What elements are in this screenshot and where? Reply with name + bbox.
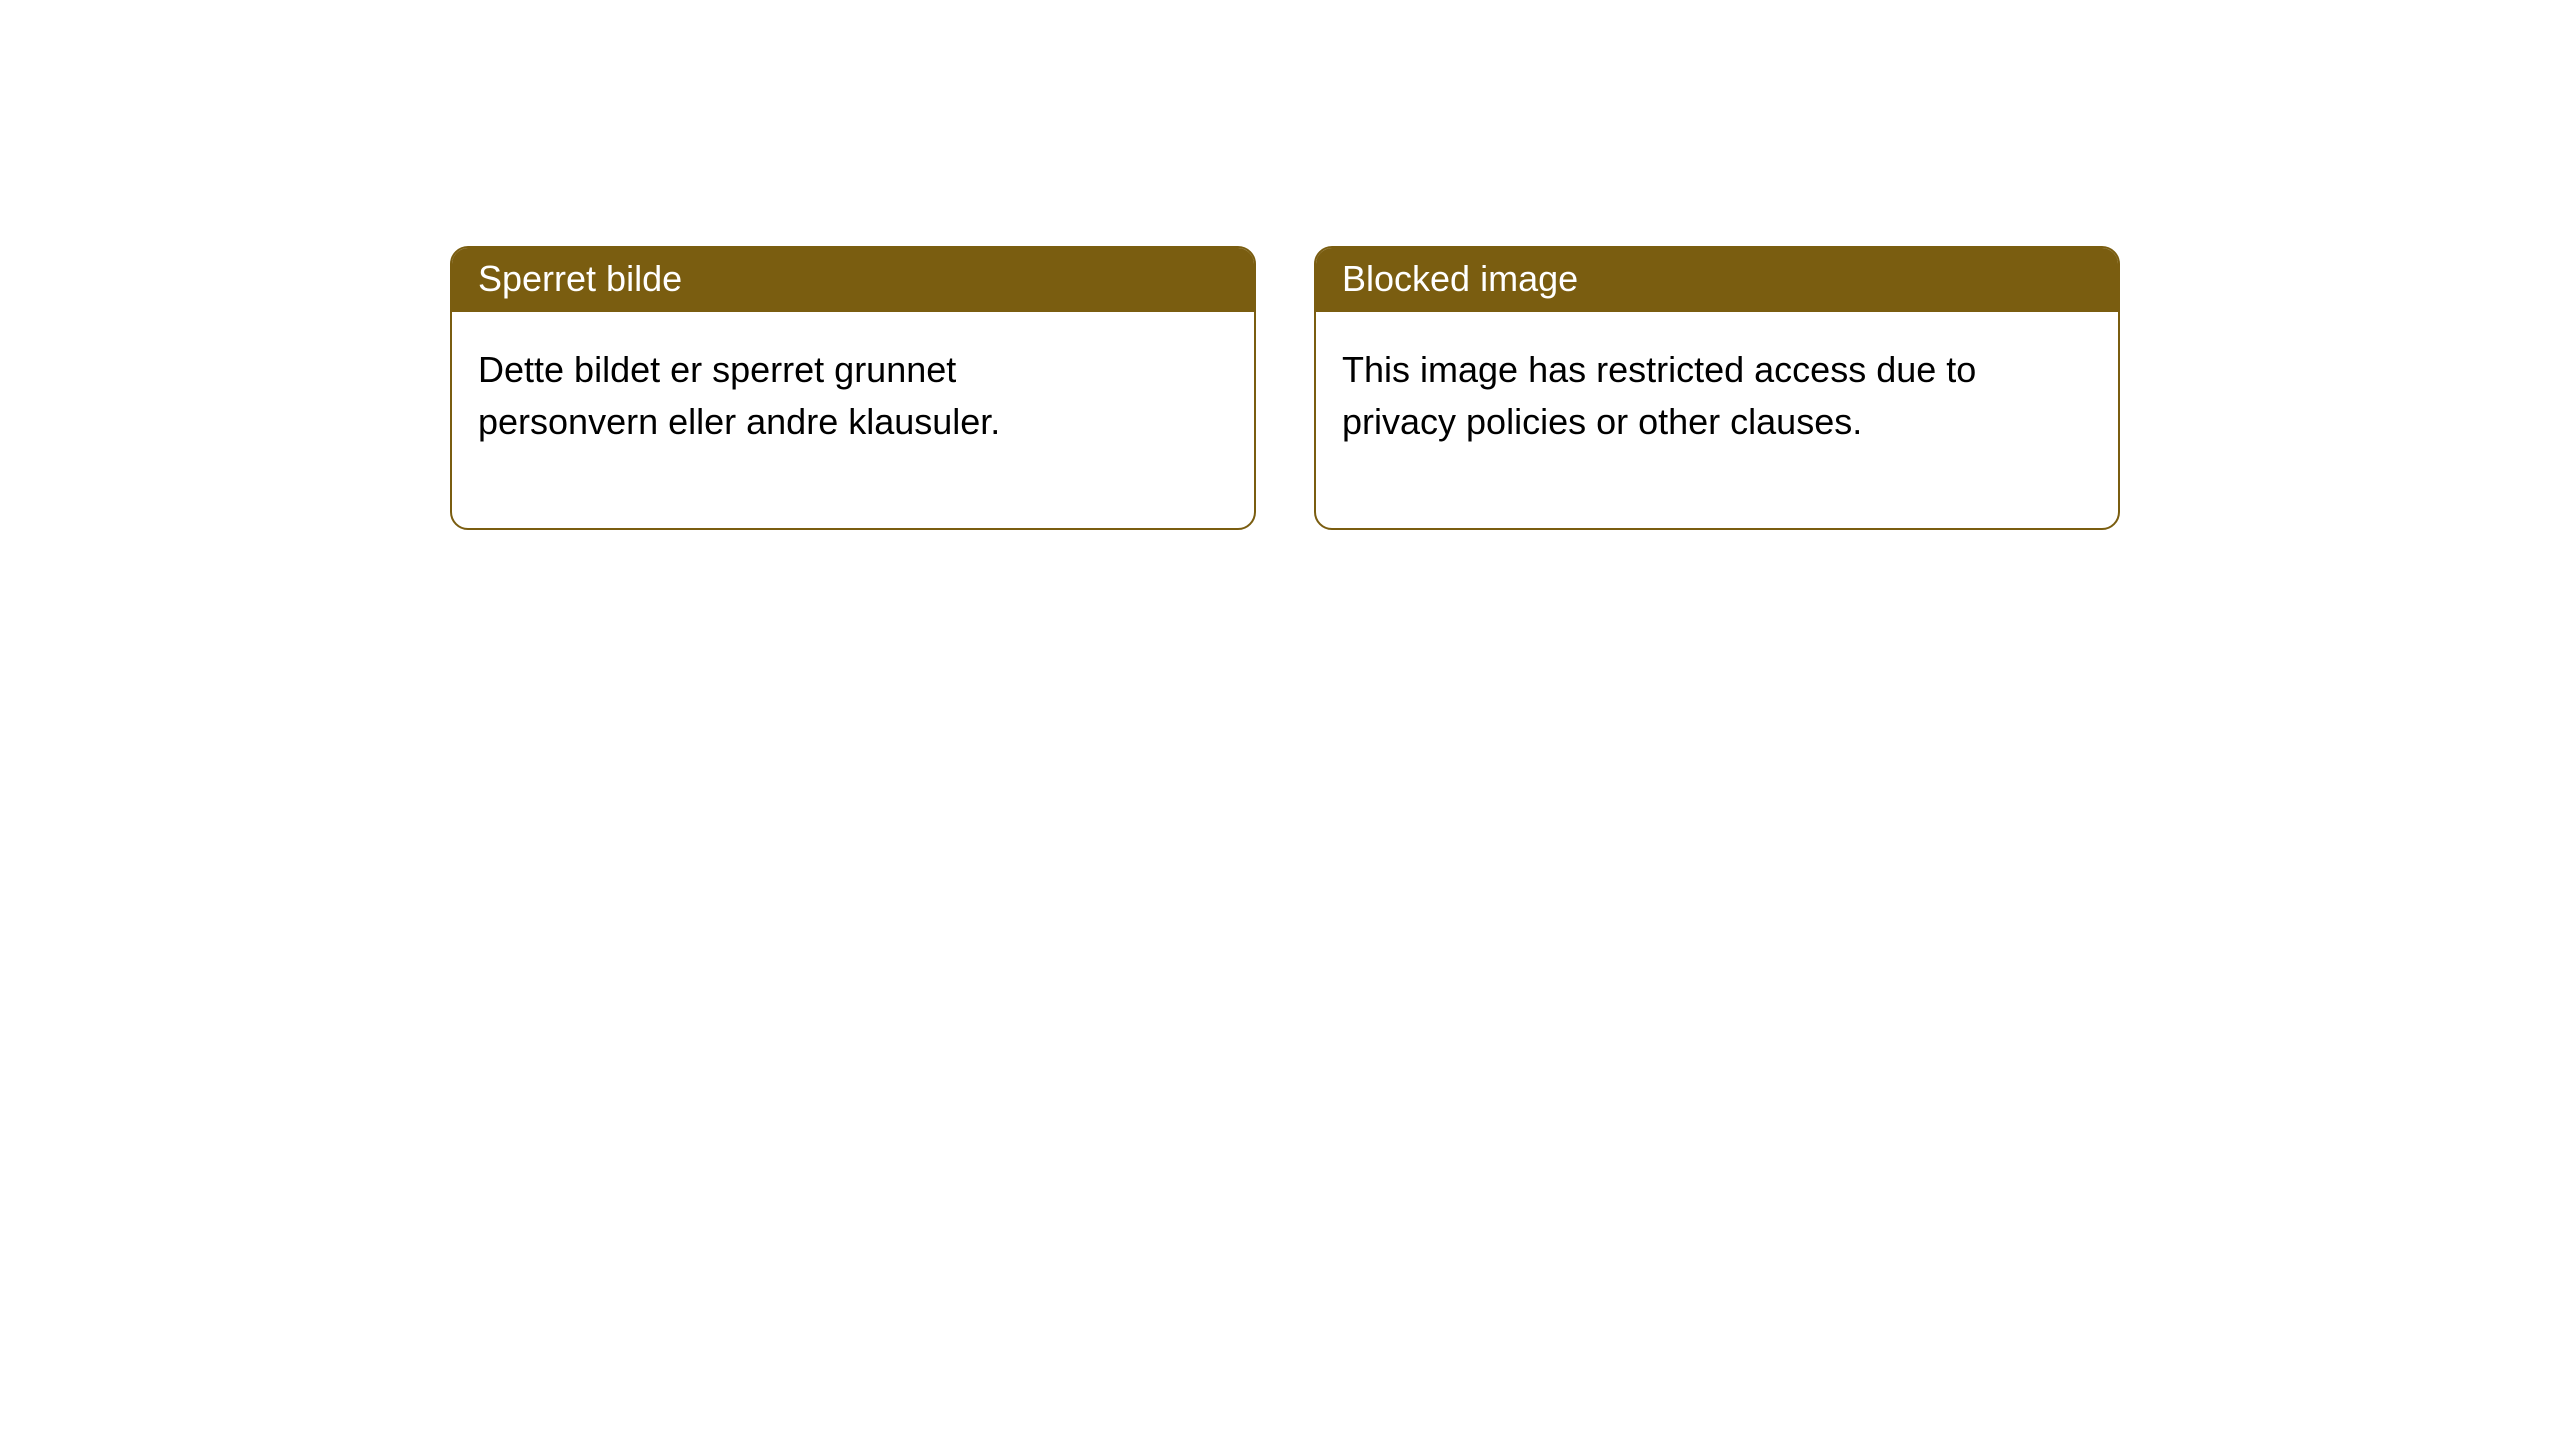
notice-header: Sperret bilde [452, 248, 1254, 312]
notice-body-text: This image has restricted access due to … [1342, 349, 1976, 442]
notice-title: Sperret bilde [478, 258, 682, 299]
notice-container: Sperret bilde Dette bildet er sperret gr… [0, 0, 2560, 530]
notice-header: Blocked image [1316, 248, 2118, 312]
notice-body-text: Dette bildet er sperret grunnet personve… [478, 349, 1000, 442]
notice-body: This image has restricted access due to … [1316, 312, 2016, 528]
notice-body: Dette bildet er sperret grunnet personve… [452, 312, 1152, 528]
notice-title: Blocked image [1342, 258, 1578, 299]
notice-card-norwegian: Sperret bilde Dette bildet er sperret gr… [450, 246, 1256, 530]
notice-card-english: Blocked image This image has restricted … [1314, 246, 2120, 530]
